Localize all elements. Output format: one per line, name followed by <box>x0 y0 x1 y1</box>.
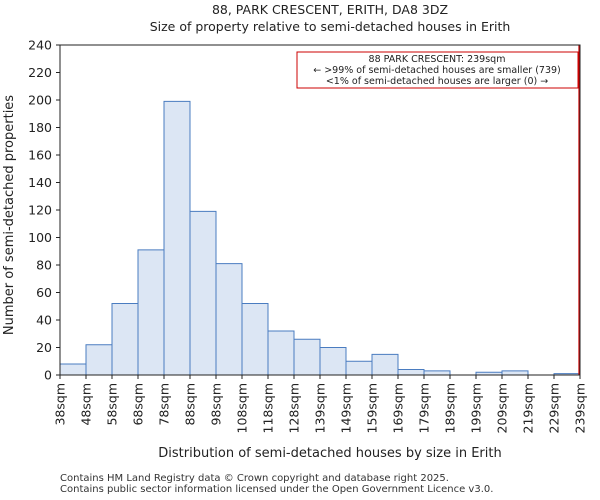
annotation-line-2: ← >99% of semi-detached houses are small… <box>313 65 561 76</box>
x-tick-label: 189sqm <box>443 383 458 433</box>
y-tick-label: 40 <box>36 313 52 328</box>
x-tick-label: 139sqm <box>313 383 328 433</box>
bar-128sqm <box>293 338 321 376</box>
bar-58sqm <box>111 303 139 376</box>
bar-179sqm <box>423 370 451 376</box>
y-tick-label: 140 <box>28 175 52 190</box>
axes-frame <box>59 44 581 376</box>
x-tick-label: 149sqm <box>339 383 354 433</box>
bar-118sqm <box>267 330 295 376</box>
x-tick-label: 199sqm <box>469 383 484 433</box>
footer-licence: Contains public sector information licen… <box>60 484 494 495</box>
x-tick-label: 78sqm <box>157 383 172 426</box>
y-tick-label: 160 <box>28 148 52 163</box>
annotation-line-3: <1% of semi-detached houses are larger (… <box>326 76 548 87</box>
annotation-border <box>296 51 579 89</box>
x-tick-label: 239sqm <box>573 383 588 433</box>
x-axis-label: Distribution of semi-detached houses by … <box>158 446 501 461</box>
y-tick-label: 200 <box>28 93 52 108</box>
y-axis-label: Number of semi-detached properties <box>2 95 17 335</box>
x-tick-label: 179sqm <box>417 383 432 433</box>
chart-subtitle: Size of property relative to semi-detach… <box>150 19 511 34</box>
x-tick-label: 98sqm <box>209 383 224 426</box>
x-tick-label: 88sqm <box>183 383 198 426</box>
annotation-line-1: 88 PARK CRESCENT: 239sqm <box>369 54 506 65</box>
x-tick-label: 108sqm <box>235 383 250 433</box>
bar-149sqm <box>345 360 373 376</box>
bar-68sqm <box>137 249 165 376</box>
y-tick-label: 0 <box>44 368 52 383</box>
bar-159sqm <box>371 353 399 376</box>
x-tick-label: 68sqm <box>131 383 146 426</box>
y-tick-label: 80 <box>36 258 52 273</box>
y-tick-label: 60 <box>36 285 52 300</box>
y-tick-label: 180 <box>28 120 52 135</box>
x-tick-label: 169sqm <box>391 383 406 433</box>
x-tick-label: 58sqm <box>105 383 120 426</box>
chart-title: 88, PARK CRESCENT, ERITH, DA8 3DZ <box>212 2 448 17</box>
x-tick-label: 128sqm <box>287 383 302 433</box>
bar-38sqm <box>59 363 87 376</box>
bar-139sqm <box>319 347 347 376</box>
x-tick-label: 229sqm <box>547 383 562 433</box>
y-tick-label: 240 <box>28 38 52 53</box>
footer-copyright: Contains HM Land Registry data © Crown c… <box>60 473 449 484</box>
bar-209sqm <box>501 370 529 376</box>
x-tick-label: 118sqm <box>261 383 276 433</box>
x-tick-label: 38sqm <box>53 383 68 426</box>
y-tick-label: 120 <box>28 203 52 218</box>
x-tick-label: 219sqm <box>521 383 536 433</box>
x-tick-label: 209sqm <box>495 383 510 433</box>
x-tick-label: 48sqm <box>79 383 94 426</box>
bar-78sqm <box>163 100 191 376</box>
bar-88sqm <box>189 210 217 376</box>
bar-169sqm <box>397 369 425 376</box>
x-tick-label: 159sqm <box>365 383 380 433</box>
y-tick-label: 100 <box>28 230 52 245</box>
y-tick-label: 220 <box>28 65 52 80</box>
bar-48sqm <box>85 344 113 376</box>
annotation-box: 88 PARK CRESCENT: 239sqm ← >99% of semi-… <box>296 51 579 89</box>
y-tick-label: 20 <box>36 340 52 355</box>
bar-98sqm <box>215 263 243 376</box>
bar-108sqm <box>241 303 269 376</box>
